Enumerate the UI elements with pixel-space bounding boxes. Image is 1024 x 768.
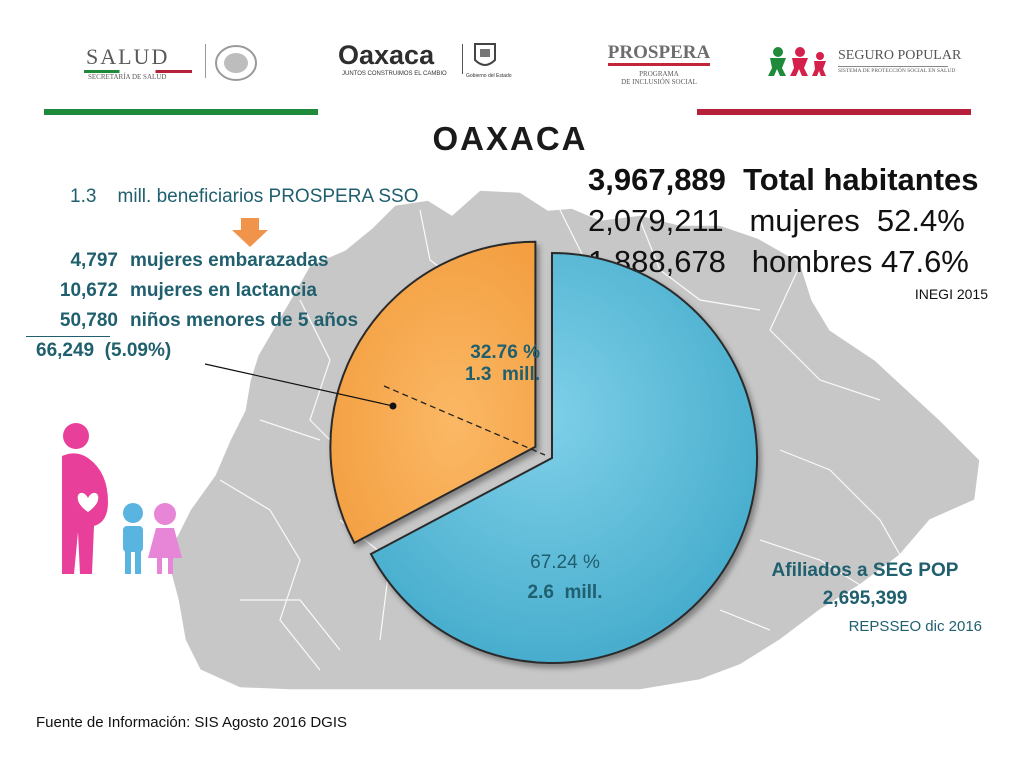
row-number: 50,780 bbox=[59, 310, 118, 331]
sum-divider bbox=[26, 336, 110, 337]
row-label: mujeres embarazadas bbox=[130, 250, 329, 271]
girl-child-icon bbox=[148, 503, 182, 574]
slice-prospera-percent: 32.76 % bbox=[470, 342, 540, 363]
prospera-row-embarazadas: 4,797 mujeres embarazadas bbox=[36, 250, 396, 274]
salud-logo-sub: SECRETARÍA DE SALUD bbox=[88, 73, 167, 81]
prospera-logo-bar bbox=[608, 63, 710, 66]
row-number: 4,797 bbox=[70, 250, 118, 271]
row-label: mujeres en lactancia bbox=[130, 280, 317, 301]
down-arrow-icon bbox=[232, 218, 268, 247]
seguro-popular-bar bbox=[838, 66, 948, 67]
prospera-share-dashed-line bbox=[383, 385, 546, 456]
page-title: OAXACA bbox=[432, 120, 588, 157]
prospera-row-lactancia: 10,672 mujeres en lactancia bbox=[36, 280, 396, 304]
mexico-seal-icon bbox=[205, 44, 206, 78]
prospera-total: 66,249 (5.09%) bbox=[36, 340, 172, 361]
salud-logo-name: SALUD bbox=[86, 44, 170, 69]
boy-child-icon bbox=[123, 503, 143, 574]
inegi-source: INEGI 2015 bbox=[914, 286, 988, 302]
green-header-bar bbox=[44, 109, 318, 115]
total-habitantes: 3,967,889 Total habitantes bbox=[588, 162, 979, 197]
seguro-popular-logo: SEGURO POPULAR SISTEMA DE PROTECCIÓN SOC… bbox=[838, 48, 962, 74]
salud-logo: SALUD SECRETARÍA DE SALUD bbox=[78, 44, 198, 81]
slice-segpop-percent: 67.24 % bbox=[530, 552, 600, 573]
prospera-logo-line2: DE INCLUSIÓN SOCIAL bbox=[621, 78, 697, 86]
prospera-logo-line1: PROGRAMA bbox=[639, 70, 679, 78]
seguro-popular-sub: SISTEMA DE PROTECCIÓN SOCIAL EN SALUD bbox=[838, 68, 956, 74]
pie-slice-prospera bbox=[329, 240, 537, 545]
segpop-label: Afiliados a SEG POP bbox=[771, 560, 959, 581]
oaxaca-gov-text: Gobierno del Estado bbox=[466, 73, 512, 79]
footer-source: Fuente de Información: SIS Agosto 2016 D… bbox=[36, 714, 348, 731]
callout-dot bbox=[389, 402, 397, 410]
slice-segpop-amount: 2.6 mill. bbox=[527, 582, 603, 603]
oaxaca-shield-icon bbox=[474, 43, 496, 66]
prospera-headline: 1.3 mill. beneficiarios PROSPERA SSO bbox=[70, 186, 419, 207]
oaxaca-logo: Oaxaca JUNTOS CONSTRUIMOS EL CAMBIO bbox=[338, 40, 458, 80]
oaxaca-logo-sub: JUNTOS CONSTRUIMOS EL CAMBIO bbox=[342, 71, 447, 77]
row-label: niños menores de 5 años bbox=[130, 310, 359, 331]
pregnant-woman-icon bbox=[62, 423, 108, 574]
segpop-source: REPSSEO dic 2016 bbox=[848, 618, 982, 635]
prospera-row-ninos: 50,780 niños menores de 5 años bbox=[36, 310, 396, 334]
seguro-popular-name: SEGURO POPULAR bbox=[838, 48, 962, 63]
eagle-seal-icon bbox=[215, 45, 257, 81]
mujeres-total: 2,079,211 mujeres 52.4% bbox=[588, 203, 965, 238]
seguro-popular-figures-icon bbox=[768, 47, 826, 76]
oaxaca-logo-name: Oaxaca bbox=[338, 40, 435, 70]
callout-line bbox=[204, 363, 394, 407]
red-header-bar bbox=[697, 109, 971, 115]
salud-logo-bar bbox=[84, 70, 192, 73]
oaxaca-logo-divider bbox=[462, 44, 463, 74]
segpop-value: 2,695,399 bbox=[822, 588, 908, 609]
slice-prospera-amount: 1.3 mill. bbox=[465, 364, 540, 385]
row-number: 10,672 bbox=[59, 280, 118, 301]
pie-slice-segpop bbox=[369, 251, 759, 664]
prospera-logo: PROSPERA PROGRAMA DE INCLUSIÓN SOCIAL bbox=[604, 42, 714, 86]
prospera-logo-name: PROSPERA bbox=[607, 42, 711, 63]
